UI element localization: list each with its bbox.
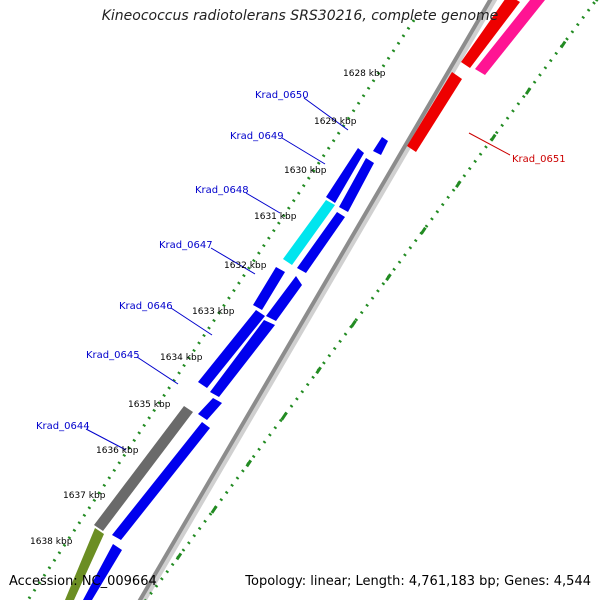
tick-label: 1635 kbp: [128, 400, 171, 410]
tick-label: 1629 kbp: [314, 117, 357, 127]
cds-krad-0647-rev[interactable]: [266, 276, 302, 321]
major-tick: [385, 273, 392, 282]
backbone-shadow: [136, 0, 498, 604]
gene-label-krad-0650[interactable]: Krad_0650: [255, 90, 309, 101]
forward-strand: [65, 137, 388, 600]
cds-krad-0648-rev[interactable]: [297, 212, 345, 273]
major-tick: [489, 133, 497, 142]
genome-summary-text: Topology: linear; Length: 4,761,183 bp; …: [245, 574, 591, 589]
tick-label: 1636 kbp: [96, 446, 139, 456]
cds-krad-0644-rev[interactable]: [83, 544, 122, 600]
tick-label: 1638 kbp: [30, 537, 73, 547]
map-title: Kineococcus radiotolerans SRS30216, comp…: [101, 8, 499, 24]
major-tick: [524, 87, 532, 95]
tick-label: 1628 kbp: [343, 69, 386, 79]
gene-label-krad-0648[interactable]: Krad_0648: [195, 185, 249, 196]
major-tick-marks: [141, 0, 599, 604]
major-tick: [315, 366, 322, 375]
reverse-strand: [83, 158, 374, 600]
cds-krad-0650[interactable]: [373, 137, 388, 155]
gene-label-krad-0647[interactable]: Krad_0647: [159, 240, 213, 251]
gene-label-krad-0651[interactable]: Krad_0651: [512, 154, 566, 165]
tick-label: 1634 kbp: [160, 353, 203, 363]
gene-label-krad-0644[interactable]: Krad_0644: [36, 421, 90, 432]
major-tick: [210, 506, 218, 514]
cds-krad-0653[interactable]: [475, 0, 545, 75]
tick-label: 1631 kbp: [254, 212, 297, 222]
gene-label-krad-0649[interactable]: Krad_0649: [230, 131, 284, 142]
cds-krad-0645-rev[interactable]: [112, 422, 210, 540]
cds-krad-0648[interactable]: [283, 200, 335, 265]
major-tick: [175, 552, 183, 561]
major-tick: [455, 180, 462, 188]
cds-krad-0643[interactable]: [65, 528, 104, 600]
cds-krad-0646-rev[interactable]: [210, 320, 275, 397]
cds-krad-0647[interactable]: [253, 267, 285, 310]
outer-track: [407, 0, 545, 152]
gene-label-krad-0645[interactable]: Krad_0645: [86, 350, 140, 361]
tick-label: 1637 kbp: [63, 491, 106, 501]
gene-label-krad-0646[interactable]: Krad_0646: [119, 301, 173, 312]
major-tick: [559, 40, 567, 49]
cds-krad-0649-rev[interactable]: [339, 158, 374, 212]
major-tick: [280, 413, 287, 421]
tick-label: 1632 kbp: [224, 261, 267, 271]
gene-labels: Krad_0650 Krad_0649 Krad_0648 Krad_0647 …: [36, 90, 566, 432]
cds-krad-0646[interactable]: [198, 310, 265, 388]
tick-label: 1630 kbp: [284, 166, 327, 176]
backbone-line: [135, 0, 493, 604]
cds-krad-0651[interactable]: [407, 72, 462, 152]
label-leaders: [85, 97, 511, 451]
cds-krad-0645[interactable]: [198, 398, 222, 420]
tick-labels: 1628 kbp 1629 kbp 1630 kbp 1631 kbp 1632…: [30, 69, 386, 547]
major-tick: [420, 226, 427, 235]
cds-krad-0644[interactable]: [94, 406, 193, 531]
scale-ruler-right: [144, 0, 599, 601]
cds-krad-0652[interactable]: [461, 0, 520, 68]
tick-label: 1633 kbp: [192, 307, 235, 317]
major-tick: [245, 459, 253, 468]
cds-krad-0649[interactable]: [326, 148, 364, 203]
map-backbone: [135, 0, 498, 604]
major-tick: [350, 319, 357, 328]
major-tick: [594, 0, 599, 2]
accession-text: Accession: NC_009664: [9, 574, 157, 589]
